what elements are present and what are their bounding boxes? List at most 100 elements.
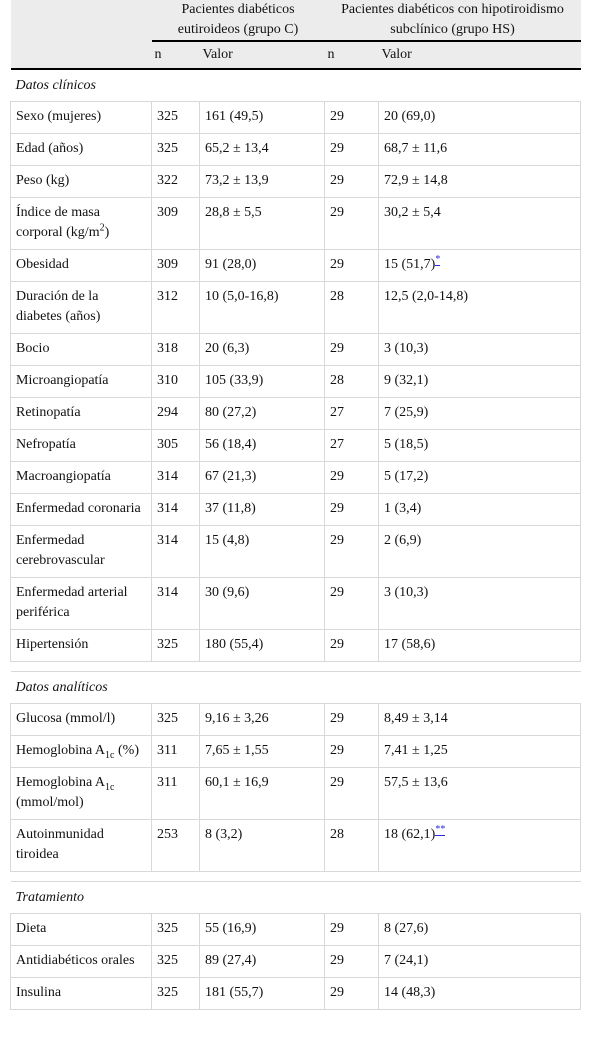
- n-hs-cell: 28: [324, 365, 380, 398]
- n-c-value: 314: [157, 469, 178, 484]
- valor-hs-cell: 9 (32,1): [378, 365, 582, 398]
- valor-hs-cell: 68,7 ± 11,6: [378, 133, 582, 166]
- n-hs-value: 29: [330, 637, 345, 652]
- row-label: Hemoglobina A: [16, 743, 106, 758]
- valor-c-cell: 15 (4,8): [199, 525, 326, 578]
- row-label: Obesidad: [16, 257, 69, 272]
- n-hs-value: 29: [330, 743, 345, 758]
- valor-hs-value: 9 (32,1): [384, 373, 429, 388]
- row-label-cell: Hipertensión: [10, 629, 152, 662]
- valor-c-cell: 67 (21,3): [199, 461, 326, 494]
- row-label-cell: Microangiopatía: [10, 365, 152, 398]
- n-hs-value: 28: [330, 827, 345, 842]
- valor-hs-cell: 7,41 ± 1,25: [378, 735, 582, 768]
- valor-hs-cell: 1 (3,4): [378, 493, 582, 526]
- valor-c-cell: 9,16 ± 3,26: [199, 703, 326, 736]
- row-label: Peso (kg): [16, 173, 70, 188]
- footnote-link[interactable]: *: [435, 254, 441, 267]
- n-hs-value: 29: [330, 953, 345, 968]
- n-c-value: 309: [157, 257, 178, 272]
- valor-hs-cell: 5 (18,5): [378, 429, 582, 462]
- n-c-value: 325: [157, 711, 178, 726]
- row-label-cell: Índice de masa corporal (kg/m2): [10, 197, 152, 250]
- row-label: Enfermedad cerebrovascular: [16, 533, 105, 568]
- footnote-link[interactable]: **: [435, 824, 446, 837]
- valor-c-cell: 91 (28,0): [199, 249, 326, 282]
- valor-hs-value: 8 (27,6): [384, 921, 429, 936]
- n-hs-value: 29: [330, 173, 345, 188]
- n-hs-cell: 29: [324, 249, 380, 282]
- table-row: Retinopatía 294 80 (27,2) 27 7 (25,9): [10, 397, 582, 430]
- row-label: Antidiabéticos orales: [16, 953, 135, 968]
- valor-c-value: 73,2 ± 13,9: [205, 173, 269, 188]
- valor-c-value: 55 (16,9): [205, 921, 257, 936]
- valor-hs-cell: 18 (62,1)**: [378, 819, 582, 872]
- valor-hs-value: 17 (58,6): [384, 637, 436, 652]
- row-label: Nefropatía: [16, 437, 76, 452]
- n-c-cell: 314: [151, 493, 200, 526]
- table-row: Autoinmunidad tiroidea 253 8 (3,2) 28 18 (62…: [10, 819, 582, 872]
- header-n-c: n: [151, 41, 200, 70]
- table-row: Bocio 318 20 (6,3) 29 3 (10,3): [10, 333, 582, 366]
- row-label: Microangiopatía: [16, 373, 109, 388]
- header-empty-cell: [10, 0, 152, 41]
- row-label: Macroangiopatía: [16, 469, 111, 484]
- valor-c-value: 28,8 ± 5,5: [205, 205, 262, 220]
- valor-hs-cell: 8 (27,6): [378, 913, 582, 946]
- section-title: Tratamiento: [10, 881, 581, 914]
- valor-c-value: 80 (27,2): [205, 405, 257, 420]
- n-hs-value: 29: [330, 501, 345, 516]
- table-row: Glucosa (mmol/l) 325 9,16 ± 3,26 29 8,49 ± 3…: [10, 703, 582, 736]
- n-hs-cell: 29: [324, 767, 380, 820]
- row-label-cell: Antidiabéticos orales: [10, 945, 152, 978]
- table-row: Sexo (mujeres) 325 161 (49,5) 29 20 (69,0): [10, 101, 582, 134]
- valor-hs-cell: 3 (10,3): [378, 577, 582, 630]
- valor-hs-cell: 2 (6,9): [378, 525, 582, 578]
- valor-hs-value: 3 (10,3): [384, 341, 429, 356]
- valor-hs-value: 2 (6,9): [384, 533, 422, 548]
- valor-hs-cell: 17 (58,6): [378, 629, 582, 662]
- row-label-cell: Nefropatía: [10, 429, 152, 462]
- row-label: Insulina: [16, 985, 62, 1000]
- valor-hs-cell: 8,49 ± 3,14: [378, 703, 582, 736]
- valor-hs-value: 5 (17,2): [384, 469, 429, 484]
- n-hs-cell: 27: [324, 397, 380, 430]
- valor-c-value: 89 (27,4): [205, 953, 257, 968]
- n-c-value: 314: [157, 585, 178, 600]
- n-c-value: 314: [157, 533, 178, 548]
- header-valor-c: Valor: [199, 41, 325, 70]
- row-label-cell: Hemoglobina A1c (%): [10, 735, 152, 768]
- n-c-value: 318: [157, 341, 178, 356]
- row-label-cell: Enfermedad coronaria: [10, 493, 152, 526]
- header-n-hs: n: [324, 41, 379, 70]
- n-hs-value: 29: [330, 205, 345, 220]
- n-hs-value: 29: [330, 341, 345, 356]
- row-label-cell: Dieta: [10, 913, 152, 946]
- valor-c-value: 56 (18,4): [205, 437, 257, 452]
- valor-c-value: 181 (55,7): [205, 985, 264, 1000]
- valor-c-value: 161 (49,5): [205, 109, 264, 124]
- n-hs-cell: 29: [324, 977, 380, 1010]
- n-c-cell: 322: [151, 165, 200, 198]
- valor-c-value: 65,2 ± 13,4: [205, 141, 269, 156]
- valor-c-cell: 8 (3,2): [199, 819, 326, 872]
- valor-hs-value: 7,41 ± 1,25: [384, 743, 448, 758]
- valor-hs-value: 8,49 ± 3,14: [384, 711, 448, 726]
- valor-hs-cell: 7 (25,9): [378, 397, 582, 430]
- header-empty-cell: [10, 41, 152, 70]
- row-label: Sexo (mujeres): [16, 109, 102, 124]
- n-hs-cell: 29: [324, 913, 380, 946]
- row-label: Dieta: [16, 921, 47, 936]
- valor-c-cell: 80 (27,2): [199, 397, 326, 430]
- row-label: Enfermedad arterial periférica: [16, 585, 128, 620]
- n-c-value: 314: [157, 501, 178, 516]
- row-label-cell: Hemoglobina A1c (mmol/mol): [10, 767, 152, 820]
- n-hs-value: 27: [330, 405, 345, 420]
- valor-c-value: 180 (55,4): [205, 637, 264, 652]
- n-c-cell: 314: [151, 461, 200, 494]
- n-hs-value: 29: [330, 109, 345, 124]
- table-row: Duración de la diabetes (años) 312 10 (5,0…: [10, 281, 582, 334]
- n-hs-value: 29: [330, 533, 345, 548]
- row-label: Glucosa (mmol/l): [16, 711, 116, 726]
- section-title: Datos analíticos: [10, 671, 581, 704]
